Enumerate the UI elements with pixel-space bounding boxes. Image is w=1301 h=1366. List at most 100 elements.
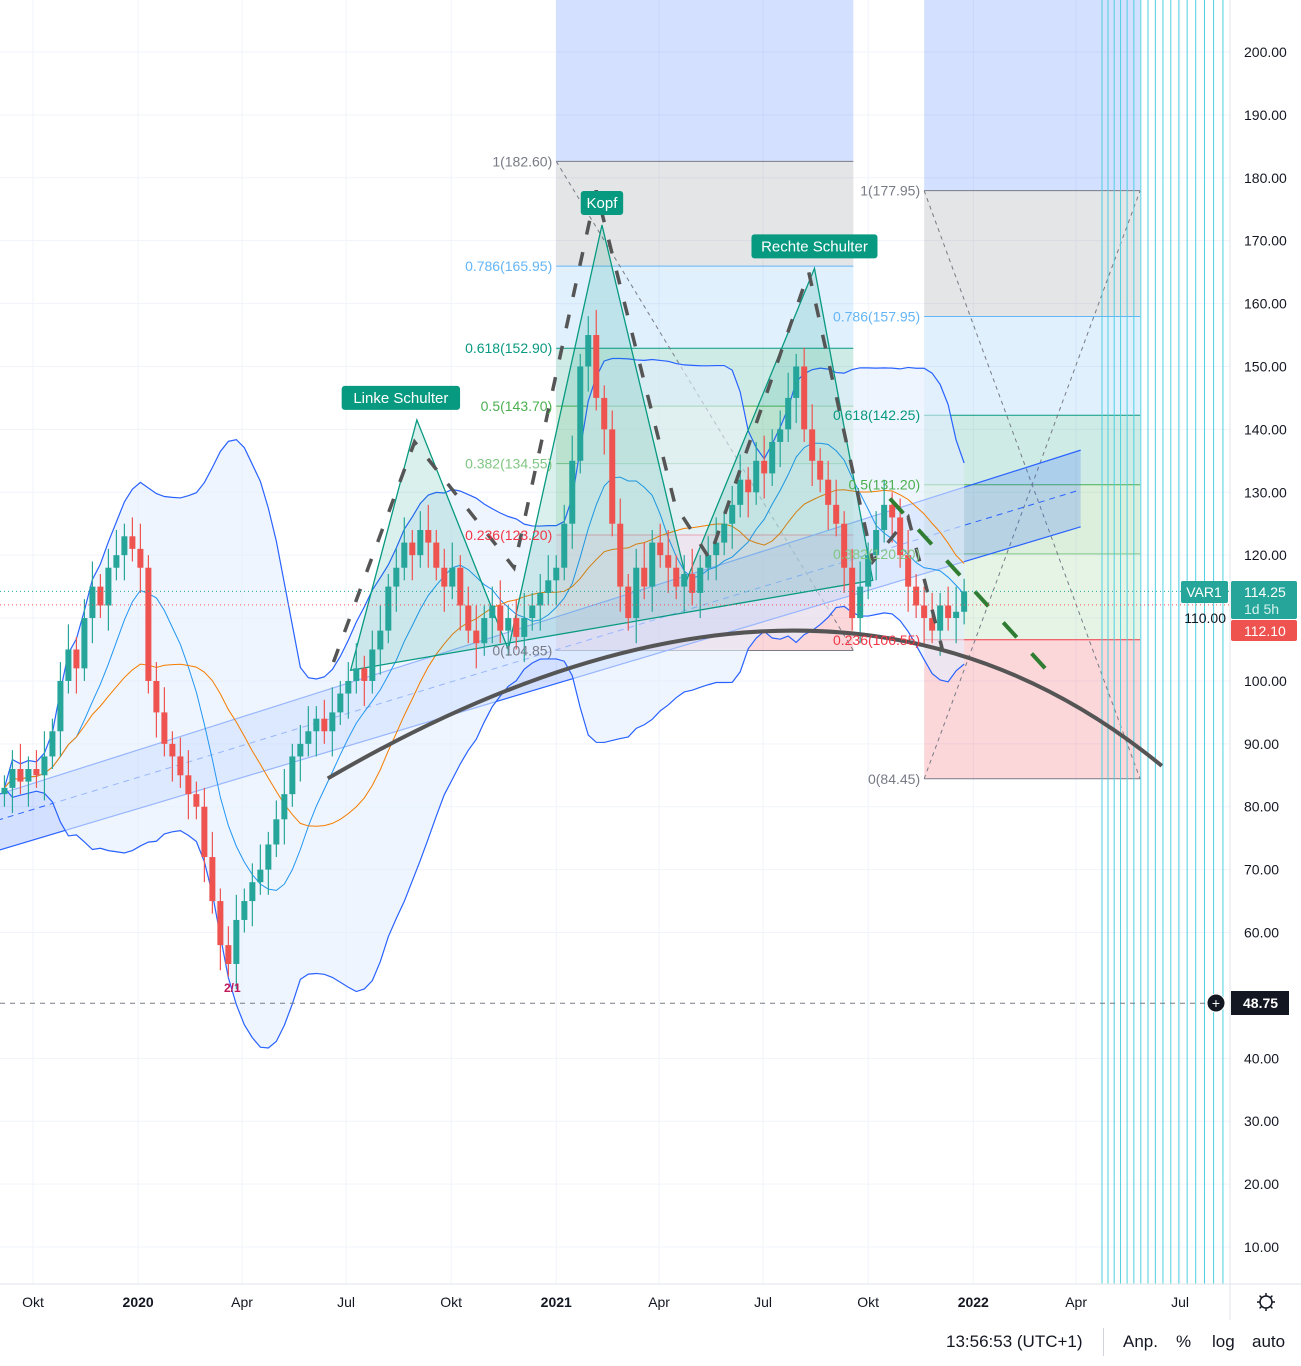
- candle-body: [793, 366, 800, 398]
- candle-body: [89, 586, 96, 619]
- pattern-label-bg: [751, 234, 878, 259]
- candle-body: [225, 945, 232, 964]
- price-tick-label: 110.00: [1184, 610, 1226, 626]
- candle-body: [129, 536, 136, 549]
- pattern-label-text: Kopf: [587, 195, 619, 212]
- price-axis[interactable]: [1230, 0, 1301, 1284]
- candle-body: [33, 769, 40, 776]
- candle-body: [833, 504, 840, 524]
- candle-body: [257, 869, 264, 883]
- candle-body: [329, 712, 336, 732]
- add-alert-icon[interactable]: +: [1212, 995, 1220, 1011]
- candle-body: [801, 366, 808, 430]
- price-tick-label: 140.00: [1244, 421, 1287, 437]
- candle-body: [105, 567, 112, 606]
- time-axis[interactable]: [0, 1284, 1301, 1320]
- status-bar: 13:56:53 (UTC+1) Anp. % log auto: [0, 1320, 1301, 1366]
- candle-body: [673, 567, 680, 587]
- price-tick-label: 180.00: [1244, 170, 1287, 186]
- candle-body: [337, 693, 344, 713]
- candle-body: [849, 567, 856, 619]
- candle-body: [217, 901, 224, 946]
- candle-body: [577, 366, 584, 461]
- candle-body: [193, 794, 200, 807]
- candle-body: [289, 756, 296, 795]
- time-tick-label: Apr: [648, 1294, 670, 1310]
- dashed-zigzag: [331, 189, 945, 663]
- svg-text:VAR1: VAR1: [1186, 584, 1222, 600]
- time-tick-label: 2020: [123, 1294, 154, 1310]
- candle-body: [249, 882, 256, 902]
- candle-body: [561, 523, 568, 568]
- candle-body: [529, 605, 536, 619]
- svg-text:48.75: 48.75: [1243, 995, 1278, 1011]
- candle-body: [209, 857, 216, 902]
- price-tick-label: 160.00: [1244, 296, 1287, 312]
- candle-body: [729, 504, 736, 524]
- candle-body: [553, 567, 560, 581]
- candle-body: [361, 668, 368, 681]
- candle-body: [929, 618, 936, 631]
- price-tick-label: 150.00: [1244, 358, 1287, 374]
- fib-level-label: 1(182.60): [492, 153, 552, 169]
- candle-body: [921, 605, 928, 619]
- candle-body: [881, 504, 888, 531]
- clock[interactable]: 13:56:53 (UTC+1): [946, 1332, 1083, 1351]
- candle-body: [65, 649, 72, 681]
- crosshair-price-label: + 48.75: [1206, 991, 1289, 1015]
- candle-body: [81, 618, 88, 669]
- time-tick-label: Okt: [22, 1294, 44, 1310]
- candle-body: [489, 605, 496, 619]
- price-tick-label: 90.00: [1244, 736, 1279, 752]
- candle-body: [745, 479, 752, 493]
- price-chart[interactable]: 1(182.60) 0.786(165.95) 0.618(152.90) 0.5(1…: [0, 0, 1301, 1320]
- price-tick-label: 170.00: [1244, 233, 1287, 249]
- candle-body: [385, 586, 392, 631]
- candle-body: [49, 731, 56, 757]
- candle-body: [25, 769, 32, 782]
- candle-body: [41, 756, 48, 776]
- candle-body: [633, 567, 640, 619]
- candle-body: [233, 919, 240, 964]
- candle-body: [721, 523, 728, 543]
- time-tick-label: Jul: [1171, 1294, 1189, 1310]
- time-tick-label: 2021: [541, 1294, 572, 1310]
- time-tick-label: Apr: [1065, 1294, 1087, 1310]
- candle-body: [353, 668, 360, 681]
- candle-body: [857, 586, 864, 619]
- candle-body: [425, 530, 432, 543]
- candle-body: [241, 901, 248, 920]
- candle-body: [161, 712, 168, 744]
- candle-body: [905, 555, 912, 587]
- candle-body: [97, 586, 104, 606]
- price-tick-label: 60.00: [1244, 925, 1279, 941]
- candle-body: [689, 574, 696, 593]
- candle-body: [961, 591, 968, 612]
- auto-button[interactable]: auto: [1252, 1332, 1286, 1351]
- prev-close-label: 112.10: [1231, 620, 1297, 641]
- pattern-label-text: Linke Schulter: [353, 390, 448, 407]
- fib-level-label: 0.786(165.95): [465, 258, 552, 274]
- candle-body: [201, 806, 208, 858]
- candle-body: [505, 618, 512, 631]
- fib-time-zones: [1101, 0, 1224, 1284]
- percent-button[interactable]: %: [1176, 1332, 1192, 1351]
- candle-body: [665, 555, 672, 568]
- svg-text:114.25: 114.25: [1244, 584, 1286, 600]
- candle-body: [609, 429, 616, 524]
- candle-body: [345, 680, 352, 694]
- candle-body: [1, 787, 8, 795]
- candle-body: [657, 542, 664, 556]
- candle-body: [521, 618, 528, 637]
- fib-level-label: 0.618(142.25): [833, 407, 920, 423]
- adjust-button[interactable]: Anp.: [1123, 1332, 1158, 1351]
- fib-labels: 1(182.60) 0.786(165.95) 0.618(152.90) 0.5(1…: [465, 153, 920, 786]
- settings-gear-icon[interactable]: [1257, 1293, 1275, 1311]
- candle-body: [465, 605, 472, 631]
- divider: [1103, 1328, 1104, 1356]
- drawings: [0, 189, 1230, 1004]
- candle-body: [705, 555, 712, 568]
- log-button[interactable]: log: [1212, 1332, 1235, 1351]
- candle-body: [281, 794, 288, 820]
- candle-body: [953, 611, 960, 619]
